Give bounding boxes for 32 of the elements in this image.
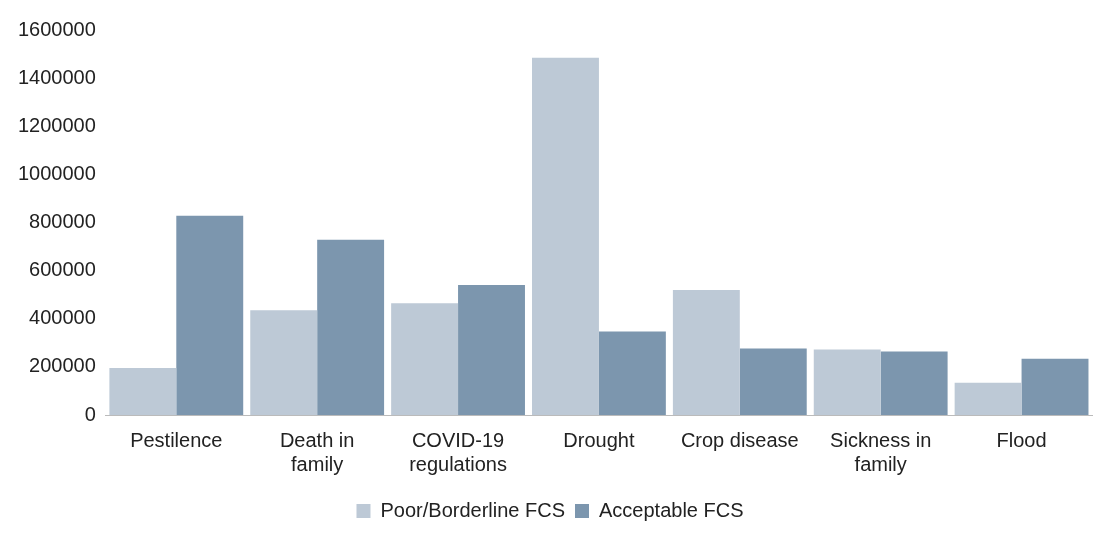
bar bbox=[391, 303, 459, 415]
y-tick-label: 1600000 bbox=[17, 17, 96, 40]
y-tick-label: 400000 bbox=[29, 306, 96, 329]
bar bbox=[880, 351, 948, 415]
x-tick-label: Crop disease bbox=[680, 428, 799, 451]
y-tick-label: 1200000 bbox=[17, 113, 96, 136]
x-tick-label: Death in family bbox=[279, 428, 355, 475]
x-tick-label: Pestilence bbox=[130, 428, 223, 451]
bar bbox=[1021, 358, 1089, 415]
x-tick-label: Sickness in family bbox=[830, 428, 932, 475]
bar bbox=[250, 310, 318, 415]
bar bbox=[532, 57, 599, 415]
bar bbox=[739, 348, 807, 415]
bar bbox=[813, 349, 881, 415]
bar bbox=[954, 382, 1022, 415]
bar bbox=[109, 368, 177, 415]
legend-label: Acceptable FCS bbox=[599, 498, 744, 521]
legend-label: Poor/Borderline FCS bbox=[380, 498, 566, 521]
x-tick-label: Drought bbox=[563, 428, 635, 451]
bar bbox=[317, 239, 385, 415]
y-tick-label: 1400000 bbox=[17, 65, 96, 88]
bar bbox=[598, 331, 666, 415]
bar bbox=[672, 290, 740, 415]
y-tick-label: 800000 bbox=[29, 210, 96, 233]
x-tick-label: Flood bbox=[996, 428, 1047, 451]
y-tick-label: 600000 bbox=[29, 258, 96, 281]
x-tick-label: COVID-19 regulations bbox=[409, 428, 507, 475]
y-tick-label: 1000000 bbox=[17, 161, 96, 184]
bar bbox=[176, 215, 244, 415]
y-tick-label: 200000 bbox=[29, 354, 96, 377]
bar bbox=[458, 285, 525, 415]
y-tick-label: 0 bbox=[84, 402, 96, 425]
